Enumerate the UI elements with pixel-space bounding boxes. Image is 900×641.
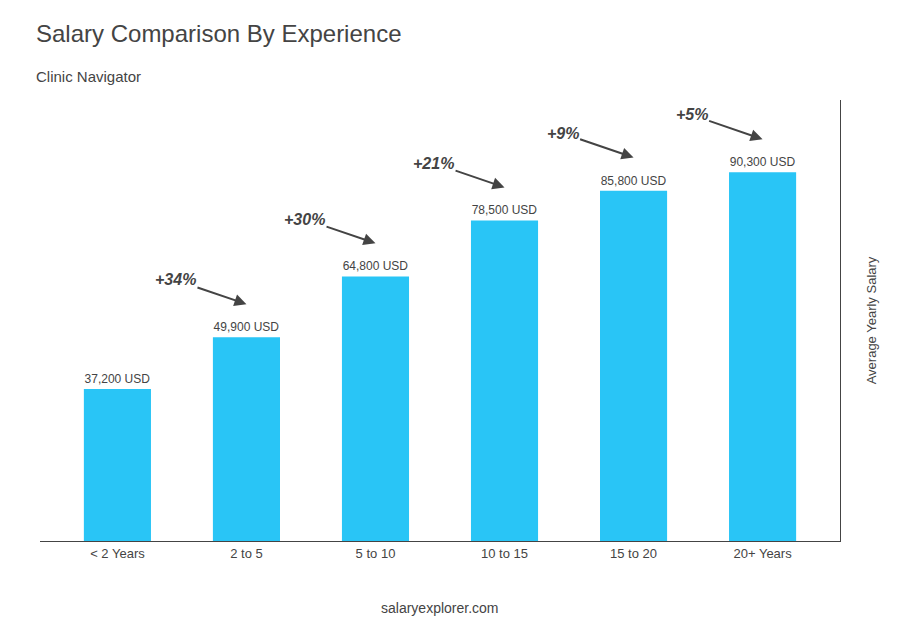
svg-text:37,200 USD: 37,200 USD — [85, 372, 151, 386]
svg-text:+34%: +34% — [155, 271, 196, 288]
svg-text:20+ Years: 20+ Years — [733, 546, 792, 561]
svg-text:salaryexplorer.com: salaryexplorer.com — [381, 600, 499, 616]
svg-text:85,800 USD: 85,800 USD — [601, 174, 667, 188]
svg-text:2 to 5: 2 to 5 — [230, 546, 263, 561]
svg-text:64,800 USD: 64,800 USD — [343, 259, 409, 273]
svg-text:Average Yearly Salary: Average Yearly Salary — [864, 256, 879, 384]
svg-text:+30%: +30% — [284, 211, 325, 228]
svg-text:15 to 20: 15 to 20 — [610, 546, 657, 561]
svg-text:+21%: +21% — [413, 155, 454, 172]
svg-text:+5%: +5% — [676, 106, 708, 123]
svg-text:49,900 USD: 49,900 USD — [214, 320, 280, 334]
svg-text:90,300 USD: 90,300 USD — [730, 155, 796, 169]
svg-text:Clinic Navigator: Clinic Navigator — [36, 68, 141, 85]
svg-text:5 to 10: 5 to 10 — [356, 546, 396, 561]
svg-text:Salary Comparison By Experienc: Salary Comparison By Experience — [36, 20, 402, 47]
svg-text:10 to 15: 10 to 15 — [481, 546, 528, 561]
svg-text:< 2 Years: < 2 Years — [90, 546, 145, 561]
svg-text:+9%: +9% — [547, 125, 579, 142]
svg-text:78,500 USD: 78,500 USD — [472, 203, 538, 217]
